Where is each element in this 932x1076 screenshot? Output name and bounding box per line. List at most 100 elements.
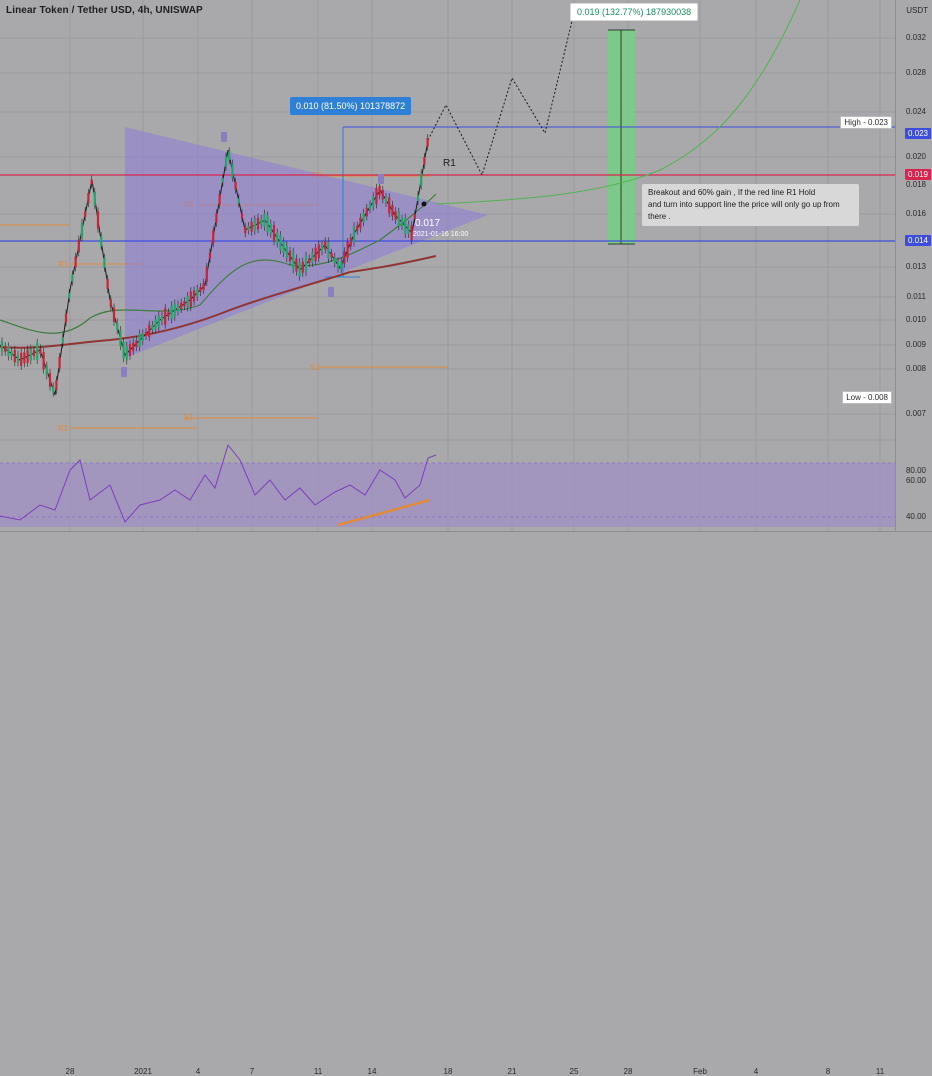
- candle-body: [45, 365, 48, 376]
- candle-body: [0, 341, 4, 352]
- candle-body: [183, 301, 186, 307]
- measure-label-big[interactable]: 0.019 (132.77%) 187930038: [570, 3, 699, 21]
- triangle-pattern: [125, 127, 488, 358]
- point-price-label: 0.017: [415, 218, 441, 229]
- candle-body: [394, 211, 397, 221]
- candle-body: [362, 212, 365, 223]
- candle-body: [276, 232, 279, 244]
- candle-body: [138, 333, 141, 348]
- candle-body: [4, 346, 7, 352]
- candle-body: [295, 258, 298, 272]
- candle-body: [388, 197, 391, 214]
- candle-body: [93, 191, 96, 206]
- svg-text:R1: R1: [58, 424, 69, 433]
- candle-body: [64, 313, 68, 323]
- note-line-1: Breakout and 60% gain , If the red line …: [648, 188, 816, 197]
- candle-body: [112, 307, 116, 322]
- price-tick: 0.008: [905, 364, 926, 373]
- candle-body: [20, 352, 23, 367]
- measure-label-small[interactable]: 0.010 (81.50%) 101378872: [290, 97, 412, 115]
- date-label: 18: [443, 1067, 453, 1076]
- candle-body: [132, 342, 135, 352]
- date-label: 14: [367, 1067, 377, 1076]
- price-tick: 0.024: [905, 107, 926, 116]
- candle-body: [170, 305, 173, 320]
- point-date-label: 2021-01-16 16:00: [413, 231, 469, 238]
- candle-body: [164, 308, 167, 325]
- candle-body: [103, 257, 106, 268]
- candle-body: [141, 333, 144, 342]
- candle-body: [106, 278, 109, 290]
- candle-body: [407, 224, 410, 234]
- candle-body: [148, 324, 151, 337]
- candle-body: [244, 226, 247, 234]
- candle-body: [157, 315, 160, 328]
- candle-body: [272, 225, 276, 242]
- candle-body: [39, 348, 42, 355]
- candle-body: [96, 211, 100, 229]
- candle-body: [122, 341, 125, 359]
- candle-body: [391, 204, 394, 217]
- grid: [0, 0, 896, 531]
- price-tick: 0.010: [905, 315, 926, 324]
- candle-body: [74, 256, 77, 268]
- analysis-note[interactable]: Breakout and 60% gain , If the red line …: [642, 184, 859, 226]
- pivot-marker-2: [121, 367, 127, 377]
- candle-body: [320, 244, 324, 252]
- svg-text:S1: S1: [184, 413, 194, 422]
- candle-body: [228, 151, 231, 161]
- candle-body: [61, 337, 64, 344]
- candle-body: [135, 340, 138, 348]
- candle-body: [324, 241, 327, 250]
- candle-body: [404, 217, 407, 235]
- candle-body: [119, 330, 122, 347]
- candle-body: [413, 214, 416, 220]
- current-price-tag: 0.023: [904, 128, 931, 139]
- candle-body: [384, 197, 388, 203]
- price-tick: 0.020: [905, 152, 926, 161]
- candle-body: [154, 319, 157, 330]
- candle-body: [301, 261, 304, 273]
- price-tick: 0.011: [906, 292, 926, 301]
- price-tick: 0.032: [905, 33, 926, 42]
- pivot-marker-4: [378, 174, 384, 184]
- candle-body: [314, 247, 317, 262]
- candle-body: [346, 241, 349, 258]
- projection-path: [427, 16, 574, 177]
- candle-body: [71, 274, 74, 282]
- candle-body: [215, 213, 218, 223]
- rsi-line: [0, 443, 437, 523]
- candle-body: [100, 236, 103, 247]
- candle-body: [167, 312, 170, 317]
- candle-body: [16, 354, 20, 363]
- price-tick: 0.028: [905, 68, 926, 77]
- candle-body: [327, 241, 330, 259]
- candle-body: [237, 198, 240, 204]
- candle-body: [423, 156, 426, 165]
- rsi-band: [0, 463, 896, 527]
- candle-body: [365, 207, 368, 217]
- candle-body: [87, 192, 90, 204]
- price-scale[interactable]: USDT 0.032 0.028 0.024 0.020 0.018 0.016…: [895, 0, 932, 531]
- candle-body: [333, 256, 336, 264]
- price-tick: 0.016: [905, 209, 926, 218]
- candle-body: [298, 262, 301, 277]
- candle-body: [231, 163, 234, 178]
- candle-body: [288, 251, 292, 262]
- rsi-tick: 80.00: [905, 466, 926, 475]
- candle-body: [186, 295, 189, 308]
- candle-body: [77, 239, 80, 253]
- price-tick: 0.007: [905, 409, 926, 418]
- ma-green: [0, 193, 437, 334]
- candle-body: [205, 266, 208, 282]
- candle-body: [7, 346, 10, 357]
- date-label: 2021: [134, 1067, 152, 1076]
- candle-body: [285, 245, 288, 259]
- candle-body: [176, 304, 180, 312]
- candle-body: [279, 235, 282, 251]
- candle-body: [253, 219, 256, 231]
- time-axis[interactable]: 28 2021 4 7 11 14 18 21 25 28 Feb 4 8 11: [0, 531, 932, 1076]
- date-label: 4: [195, 1067, 201, 1076]
- date-label: 28: [623, 1067, 633, 1076]
